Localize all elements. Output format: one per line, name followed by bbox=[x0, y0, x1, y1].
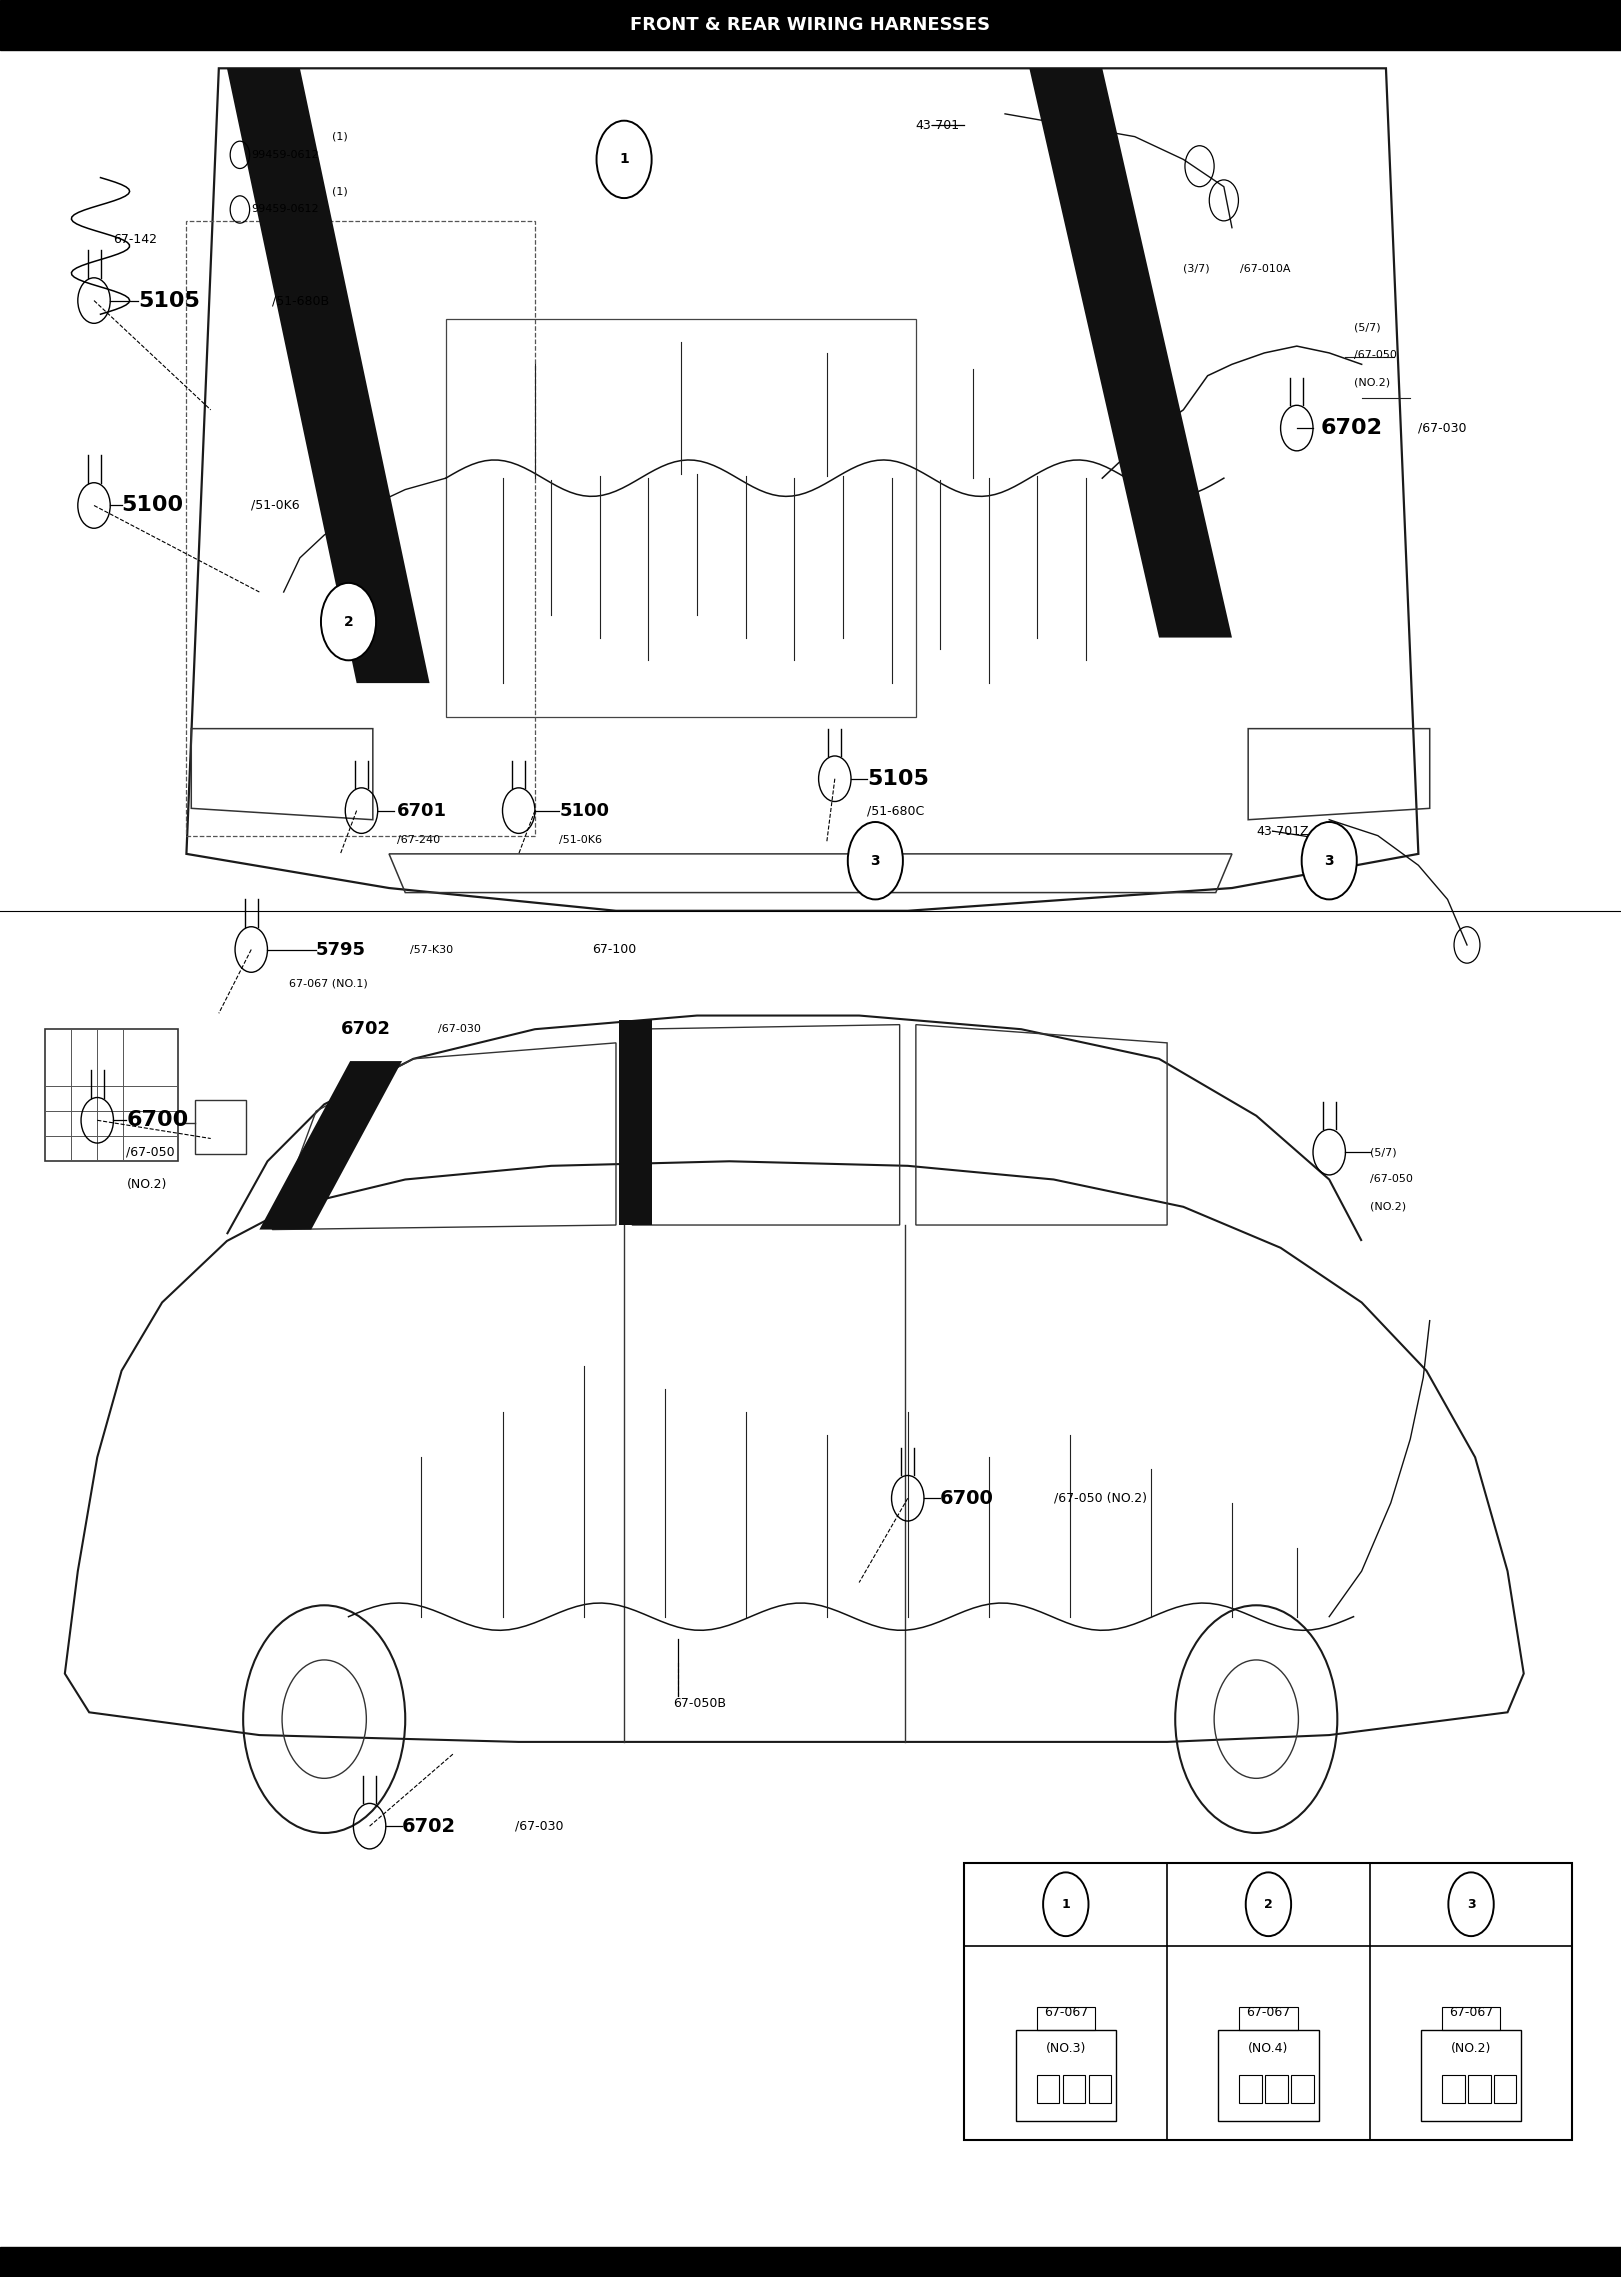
Bar bbox=[1088, 2074, 1110, 2102]
Text: 6702: 6702 bbox=[340, 1020, 391, 1038]
Circle shape bbox=[848, 822, 903, 899]
Text: (1): (1) bbox=[332, 132, 349, 141]
Text: /67-030: /67-030 bbox=[438, 1025, 480, 1034]
Bar bbox=[186, 221, 535, 836]
Text: /67-050: /67-050 bbox=[1370, 1175, 1412, 1184]
Text: 5795: 5795 bbox=[316, 940, 366, 959]
Bar bbox=[1062, 2074, 1084, 2102]
Text: /51-680B: /51-680B bbox=[272, 294, 329, 307]
Text: 3: 3 bbox=[1324, 854, 1334, 868]
Text: 43-701: 43-701 bbox=[916, 118, 960, 132]
Text: 6700: 6700 bbox=[126, 1111, 188, 1129]
Text: /67-050: /67-050 bbox=[126, 1145, 175, 1159]
Text: /67-010A: /67-010A bbox=[1240, 264, 1290, 273]
Text: 5105: 5105 bbox=[138, 291, 199, 310]
Text: 5100: 5100 bbox=[122, 496, 183, 515]
Text: (NO.3): (NO.3) bbox=[1046, 2042, 1086, 2056]
Text: 2: 2 bbox=[1264, 1897, 1272, 1910]
Text: 67-050B: 67-050B bbox=[673, 1696, 726, 1710]
Circle shape bbox=[597, 121, 652, 198]
Text: (5/7): (5/7) bbox=[1354, 323, 1379, 332]
Text: (5/7): (5/7) bbox=[1370, 1148, 1396, 1157]
Text: 67-067: 67-067 bbox=[1247, 2006, 1290, 2020]
Text: (NO.2): (NO.2) bbox=[1354, 378, 1389, 387]
Bar bbox=[1238, 2074, 1261, 2102]
Text: (NO.2): (NO.2) bbox=[126, 1177, 167, 1191]
Text: 67-142: 67-142 bbox=[113, 232, 157, 246]
Bar bbox=[1238, 2006, 1297, 2029]
Circle shape bbox=[1302, 822, 1357, 899]
Text: 99459-0612: 99459-0612 bbox=[251, 150, 319, 159]
Text: (NO.2): (NO.2) bbox=[1370, 1202, 1405, 1211]
Text: /51-0K6: /51-0K6 bbox=[251, 499, 300, 512]
Text: FRONT & REAR WIRING HARNESSES: FRONT & REAR WIRING HARNESSES bbox=[631, 16, 990, 34]
Text: /67-030: /67-030 bbox=[515, 1819, 564, 1833]
Bar bbox=[1441, 2006, 1499, 2029]
Bar bbox=[1036, 2006, 1094, 2029]
Bar bbox=[446, 319, 916, 717]
Circle shape bbox=[1448, 1872, 1493, 1935]
Bar bbox=[1467, 2074, 1490, 2102]
Polygon shape bbox=[259, 1061, 402, 1230]
Text: (3/7): (3/7) bbox=[1183, 264, 1209, 273]
Bar bbox=[0, 2247, 1621, 2277]
Bar bbox=[1217, 2029, 1318, 2120]
Text: 67-067: 67-067 bbox=[1449, 2006, 1493, 2020]
Text: 6702: 6702 bbox=[1321, 419, 1383, 437]
Text: 67-067 (NO.1): 67-067 (NO.1) bbox=[289, 979, 368, 988]
Text: /51-680C: /51-680C bbox=[867, 804, 924, 817]
Text: /67-050 (NO.2): /67-050 (NO.2) bbox=[1054, 1491, 1146, 1505]
Bar bbox=[1036, 2074, 1059, 2102]
Text: 3: 3 bbox=[1467, 1897, 1475, 1910]
Text: 6701: 6701 bbox=[397, 802, 447, 820]
Text: 99459-0612: 99459-0612 bbox=[251, 205, 319, 214]
Polygon shape bbox=[619, 1020, 652, 1225]
Text: 67-100: 67-100 bbox=[592, 943, 635, 956]
Bar bbox=[964, 1863, 1572, 2140]
Bar bbox=[45, 1029, 178, 1161]
Text: /67-050: /67-050 bbox=[1354, 351, 1396, 360]
Circle shape bbox=[321, 583, 376, 660]
Polygon shape bbox=[1029, 68, 1232, 638]
Bar bbox=[1264, 2074, 1287, 2102]
Text: 6702: 6702 bbox=[402, 1817, 456, 1835]
Polygon shape bbox=[227, 68, 430, 683]
Text: 2: 2 bbox=[344, 615, 353, 628]
Bar bbox=[1495, 2074, 1516, 2102]
Text: 1: 1 bbox=[619, 153, 629, 166]
Text: (NO.2): (NO.2) bbox=[1451, 2042, 1491, 2056]
Text: 43-701Z: 43-701Z bbox=[1256, 824, 1308, 838]
Circle shape bbox=[1044, 1872, 1088, 1935]
Text: 3: 3 bbox=[870, 854, 880, 868]
Text: (NO.4): (NO.4) bbox=[1248, 2042, 1289, 2056]
Text: /51-0K6: /51-0K6 bbox=[559, 836, 603, 845]
Bar bbox=[1441, 2074, 1464, 2102]
Text: 5100: 5100 bbox=[559, 802, 609, 820]
Text: 6700: 6700 bbox=[940, 1489, 994, 1507]
Text: /57-K30: /57-K30 bbox=[410, 945, 454, 954]
Bar bbox=[1420, 2029, 1520, 2120]
Bar bbox=[195, 1100, 246, 1154]
Bar bbox=[1290, 2074, 1313, 2102]
Bar bbox=[1015, 2029, 1115, 2120]
Circle shape bbox=[1245, 1872, 1290, 1935]
Text: /67-030: /67-030 bbox=[1418, 421, 1467, 435]
Text: 1: 1 bbox=[1062, 1897, 1070, 1910]
Text: 67-067: 67-067 bbox=[1044, 2006, 1088, 2020]
Text: /67-240: /67-240 bbox=[397, 836, 441, 845]
Text: 5105: 5105 bbox=[867, 770, 929, 788]
Bar bbox=[0, 0, 1621, 50]
Text: (1): (1) bbox=[332, 187, 349, 196]
